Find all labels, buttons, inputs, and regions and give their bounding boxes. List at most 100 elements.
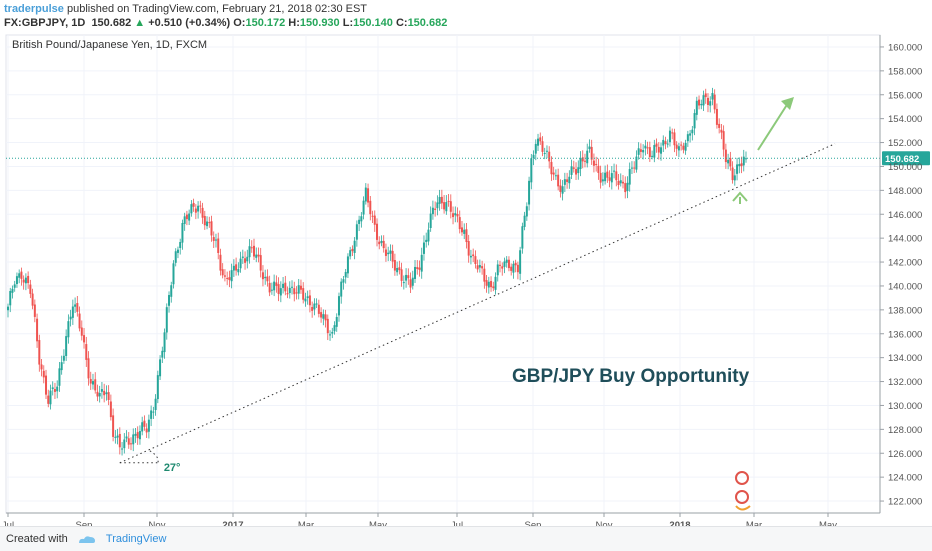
candle-body [483, 268, 486, 282]
candle [116, 428, 119, 445]
close-value: 150.682 [407, 17, 448, 29]
candle [698, 95, 701, 110]
candle-body [673, 132, 676, 146]
candle-body [610, 173, 613, 183]
candle-body [554, 175, 557, 177]
candle [221, 263, 224, 279]
candle-body [244, 258, 247, 263]
candle [633, 161, 636, 174]
candle [255, 247, 258, 263]
candle-body [398, 267, 401, 271]
candle [105, 385, 108, 401]
candle [188, 209, 191, 226]
candle [351, 245, 354, 257]
candle [657, 142, 660, 160]
candle-body [657, 146, 660, 153]
candle-body [635, 156, 638, 170]
candle [691, 125, 694, 141]
candle [402, 275, 405, 290]
footer-bar: Created with TradingView [0, 526, 932, 551]
tradingview-link[interactable]: TradingView [105, 533, 167, 545]
candle [103, 383, 106, 403]
candle [71, 299, 74, 325]
buy-arrow-icon [732, 191, 748, 204]
candle-body [586, 150, 589, 164]
candle-body [304, 298, 307, 302]
candle [371, 210, 374, 223]
publish-line: traderpulse published on TradingView.com… [4, 3, 367, 15]
ohlc-line: FX:GBPJPY, 1D 150.682 ▲ +0.510 (+0.34%) … [4, 17, 447, 29]
candle [389, 244, 392, 261]
logo-ring [735, 471, 749, 485]
candle-body [422, 242, 425, 254]
candle-body [210, 221, 213, 236]
candle-body [27, 275, 30, 284]
candle [355, 220, 358, 247]
y-tick-label: 156.000 [888, 90, 922, 101]
price-chart[interactable]: British Pound/Japanese Yen, 1D, FXCM 150.… [0, 30, 932, 526]
candle-body [286, 293, 289, 295]
candle-body [646, 147, 649, 149]
author-link[interactable]: traderpulse [4, 3, 64, 15]
candle [405, 268, 408, 288]
candle-body [85, 344, 88, 360]
candle-body [159, 359, 162, 377]
chart-title: British Pound/Japanese Yen, 1D, FXCM [12, 39, 207, 51]
candle-body [525, 206, 528, 217]
candle [279, 281, 282, 303]
candle [501, 262, 504, 276]
candle-body [742, 156, 745, 166]
candle [367, 183, 370, 208]
candle [168, 291, 171, 313]
candle [286, 286, 289, 299]
candle [342, 276, 345, 290]
candle-body [360, 216, 363, 222]
candle-body [329, 334, 332, 336]
candle [248, 239, 251, 264]
candle [648, 141, 651, 162]
candle-body [465, 229, 468, 243]
candle-body [402, 282, 405, 284]
candle [107, 385, 110, 406]
y-tick-label: 158.000 [888, 66, 922, 77]
candle-body [264, 276, 267, 279]
x-tick-label: 2017 [222, 520, 243, 526]
candle-body [223, 275, 226, 277]
candle [722, 125, 725, 157]
candle [704, 88, 707, 104]
candle [317, 299, 320, 318]
candle [134, 427, 137, 443]
candle [653, 139, 656, 163]
candle [599, 165, 602, 189]
angle-arc [149, 450, 159, 463]
candle [693, 109, 696, 136]
candle-body [89, 378, 92, 384]
candle-body [557, 174, 560, 187]
candle [422, 235, 425, 261]
candle [447, 193, 450, 207]
candle [718, 118, 721, 134]
candle-body [150, 410, 153, 419]
candle [507, 256, 510, 272]
candle [729, 151, 732, 171]
candle [445, 195, 448, 215]
candle-body [49, 390, 52, 405]
candle [170, 281, 173, 303]
buy-arrow-head [732, 191, 748, 202]
candle-body [291, 286, 294, 288]
candle [67, 314, 70, 344]
candle-body [270, 289, 273, 291]
candle-body [387, 252, 390, 255]
candle-body [572, 167, 575, 169]
candle [232, 259, 235, 277]
candle [83, 328, 86, 349]
candle-body [51, 387, 54, 389]
candle [396, 261, 399, 276]
candle [742, 149, 745, 172]
candle-body [91, 381, 94, 385]
candle-body [324, 314, 327, 321]
y-tick-label: 150.000 [888, 162, 922, 173]
candle-body [693, 113, 696, 129]
symbol-label[interactable]: FX:GBPJPY, 1D [4, 17, 86, 29]
candle-body [163, 332, 166, 353]
